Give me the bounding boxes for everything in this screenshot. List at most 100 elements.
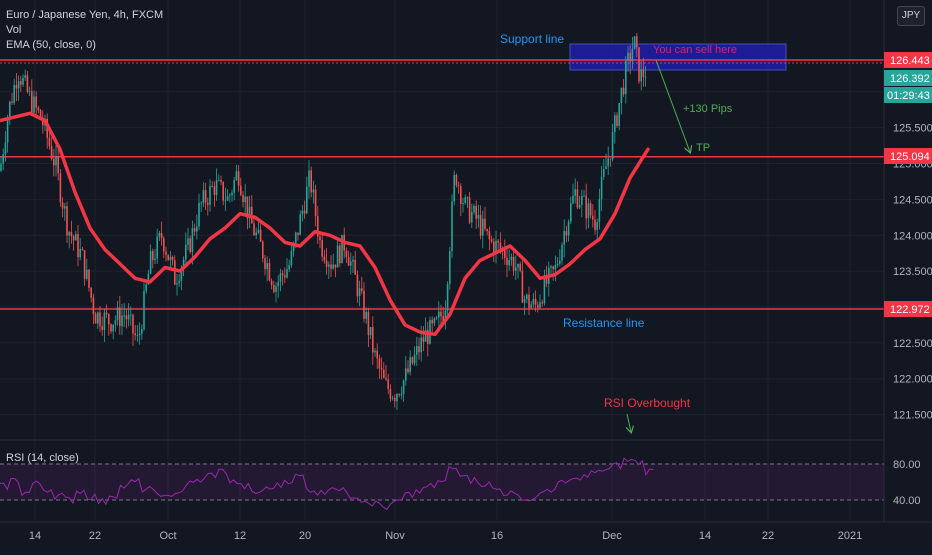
candle-body <box>189 238 191 253</box>
price-tag-top-text: 126.443 <box>890 55 930 67</box>
x-tick-label: 20 <box>299 530 311 542</box>
candle-body <box>440 311 442 317</box>
candle-body <box>587 203 590 219</box>
y-tick-label: 122.000 <box>893 374 932 386</box>
candle-body <box>57 156 59 174</box>
candle-body <box>130 314 132 316</box>
candle-body <box>444 310 447 322</box>
candle-body <box>605 166 607 170</box>
candle-body <box>112 324 114 332</box>
candle-body <box>101 326 103 330</box>
ema-layer <box>0 111 650 337</box>
price-tag-current: 126.392 <box>884 70 932 86</box>
candle-body <box>220 180 222 182</box>
candle-body <box>158 233 161 237</box>
candle-body <box>398 394 400 396</box>
candle-body <box>308 170 310 187</box>
candle-body <box>464 197 466 203</box>
candle-body <box>328 264 330 267</box>
candle-body <box>235 171 238 180</box>
candle-body <box>202 190 205 203</box>
candle-body <box>178 280 180 284</box>
candle-body <box>123 315 125 317</box>
candle-body <box>369 326 372 336</box>
candle-body <box>556 263 559 265</box>
candle-body <box>457 185 460 187</box>
horizontal-levels <box>0 59 884 310</box>
candle-body <box>136 335 139 337</box>
candle-body <box>81 249 84 251</box>
candle-body <box>160 233 163 239</box>
candle-body <box>391 397 394 399</box>
candle-body <box>209 186 211 205</box>
candle-body <box>33 96 35 113</box>
candle-body <box>642 69 645 78</box>
legend-vol[interactable]: Vol <box>6 24 22 36</box>
candle-body <box>609 158 612 160</box>
candle-body <box>268 263 271 281</box>
candle-body <box>376 350 378 359</box>
candle-body <box>416 346 418 355</box>
currency-badge[interactable]: JPY <box>897 6 925 26</box>
candle-body <box>61 202 64 209</box>
legend-symbol[interactable]: Euro / Japanese Yen, 4h, FXCM <box>6 9 164 21</box>
candle-body <box>394 397 396 402</box>
candle-body <box>592 215 594 220</box>
legend-ema[interactable]: EMA (50, close, 0) <box>6 39 96 51</box>
candle-body <box>455 174 458 186</box>
candle-body <box>490 239 493 242</box>
candle-body <box>48 137 51 147</box>
candle-body <box>143 291 145 330</box>
candle-body <box>506 257 508 266</box>
candle-body <box>277 281 279 287</box>
candle-body <box>284 275 286 278</box>
candle-body <box>420 337 422 353</box>
candle-body <box>585 195 587 219</box>
candle-body <box>314 189 317 217</box>
candles <box>0 33 647 411</box>
candle-body <box>603 169 605 177</box>
candle-body <box>640 69 642 82</box>
candle-body <box>374 350 376 353</box>
candle-body <box>281 273 284 276</box>
candle-body <box>132 314 134 334</box>
candle-body <box>341 234 343 264</box>
candle-body <box>204 190 207 203</box>
candle-body <box>521 270 524 303</box>
candle-body <box>297 232 299 235</box>
candle-body <box>292 242 295 251</box>
candle-body <box>466 197 469 199</box>
candle-body <box>191 228 194 253</box>
candle-body <box>42 119 44 126</box>
rsi-legend[interactable]: RSI (14, close) <box>6 452 79 464</box>
x-tick-label: Oct <box>159 530 176 542</box>
x-tick-label: Dec <box>602 530 622 542</box>
candle-body <box>622 87 625 95</box>
candle-body <box>451 201 453 252</box>
candle-body <box>218 180 220 181</box>
candle-body <box>171 257 174 261</box>
candle-body <box>275 286 277 292</box>
candle-body <box>372 326 374 353</box>
candle-body <box>598 199 601 222</box>
candle-body <box>446 284 449 311</box>
candle-body <box>339 245 341 264</box>
candle-body <box>17 81 20 89</box>
candle-body <box>13 85 15 103</box>
candle-body <box>438 311 440 318</box>
candle-body <box>233 179 235 193</box>
candle-body <box>70 232 73 237</box>
candle-body <box>246 196 249 219</box>
x-tick-label: 14 <box>29 530 41 542</box>
target-arrow <box>655 59 690 152</box>
candle-body <box>193 228 196 232</box>
candle-body <box>323 256 326 261</box>
candle-body <box>92 297 95 314</box>
candle-body <box>387 379 389 389</box>
candle-body <box>224 200 227 202</box>
candle-body <box>242 194 244 202</box>
candle-body <box>72 236 75 241</box>
candle-body <box>352 259 354 262</box>
